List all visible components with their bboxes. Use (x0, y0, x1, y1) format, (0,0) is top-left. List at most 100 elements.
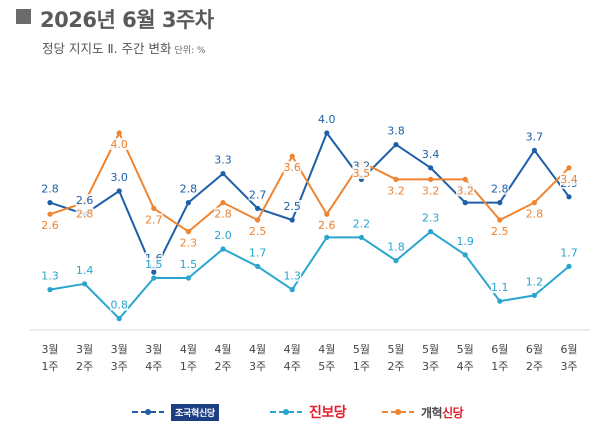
data-point (462, 252, 468, 258)
data-label: 2.0 (214, 229, 232, 242)
x-tick-month: 5월 (422, 343, 439, 356)
data-point (255, 205, 261, 211)
legend-label-gae: 개혁신당 (421, 404, 464, 421)
data-point (324, 211, 330, 217)
x-tick-week: 3주 (111, 360, 128, 373)
x-tick-week: 1주 (180, 360, 197, 373)
data-point (531, 147, 538, 153)
data-label: 1.5 (145, 258, 163, 271)
data-point (116, 188, 122, 194)
data-label: 2.8 (491, 183, 509, 196)
legend-item-cho: 조국혁신당 (130, 400, 219, 424)
x-tick-week: 2주 (387, 360, 404, 373)
data-label: 3.7 (526, 130, 544, 143)
x-tick-month: 6월 (491, 343, 508, 356)
data-point (358, 234, 364, 240)
data-label-bg (41, 269, 59, 282)
data-label-bg (110, 298, 129, 311)
data-label: 2.8 (214, 208, 232, 221)
x-tick-month: 6월 (560, 343, 577, 356)
x-tick-month: 3월 (76, 343, 93, 356)
x-tick-week: 4주 (145, 360, 162, 373)
data-label-bg (179, 236, 198, 249)
data-label-bg (179, 258, 198, 270)
data-label: 2.5 (283, 200, 301, 213)
legend-item-gae: 개혁신당 (380, 400, 464, 424)
data-label: 1.7 (249, 246, 267, 259)
data-point (566, 165, 572, 171)
series-line (49, 230, 570, 320)
data-label-bg (387, 184, 405, 197)
x-tick-month: 4월 (284, 343, 301, 356)
data-label: 3.2 (456, 184, 474, 197)
data-point (151, 275, 157, 281)
data-point (185, 275, 191, 281)
legend-line-cho (132, 409, 164, 415)
data-label: 1.8 (387, 241, 405, 254)
data-label: 3.5 (353, 167, 371, 180)
x-tick-week: 5주 (318, 360, 335, 373)
data-label-bg (387, 240, 405, 253)
data-label-bg (75, 263, 94, 276)
data-label-bg (421, 211, 440, 224)
data-point (462, 176, 468, 182)
data-label: 1.5 (180, 258, 198, 271)
data-label-bg (490, 182, 509, 195)
data-point (566, 263, 572, 269)
data-label: 2.5 (491, 225, 509, 238)
x-tick-week: 3주 (249, 360, 266, 373)
data-label: 2.7 (249, 188, 267, 201)
data-label: 3.6 (283, 161, 301, 174)
data-label: 1.3 (41, 270, 59, 283)
data-label: 3.8 (387, 125, 405, 138)
data-label-bg (248, 246, 267, 259)
x-tick-month: 4월 (249, 343, 266, 356)
data-label-bg (179, 182, 198, 195)
data-label-bg (560, 246, 578, 259)
data-label: 2.5 (249, 225, 267, 238)
line-chart: 3월 1주 3월 2주 3월 3주 3월 4주 4월 1주 4월 2주 4월 3주 4월 4주 4월 5주 5월 1주… (30, 113, 590, 373)
data-label: 2.8 (180, 183, 198, 196)
data-label: 2.3 (180, 237, 198, 250)
x-tick-month: 5월 (387, 343, 404, 356)
legend-line-gae (382, 409, 414, 415)
data-point (82, 281, 88, 287)
data-label-bg (421, 184, 440, 197)
data-label: 2.8 (526, 208, 544, 221)
data-label: 3.4 (422, 148, 440, 161)
x-tick-month: 5월 (457, 343, 474, 356)
data-label-bg (75, 194, 94, 207)
data-label: 1.3 (283, 270, 301, 283)
data-label: 3.2 (387, 184, 405, 197)
x-tick-month: 4월 (318, 343, 335, 356)
page-subtitle: 정당 지지도 Ⅱ. 주간 변화 단위: % (42, 38, 206, 57)
data-label: 1.7 (560, 246, 578, 259)
x-tick-month: 3월 (41, 343, 58, 356)
data-label: 4.0 (110, 138, 128, 151)
data-label-bg (283, 161, 302, 174)
data-label-bg (525, 207, 544, 220)
x-tick-week: 1주 (491, 360, 508, 373)
data-label: 1.2 (526, 275, 544, 288)
data-label-bg (144, 213, 163, 226)
data-point (497, 200, 503, 206)
data-point (151, 205, 157, 211)
x-tick-week: 1주 (41, 360, 58, 373)
data-label-bg (41, 182, 59, 195)
data-label: 2.6 (41, 219, 59, 232)
data-label-bg (283, 200, 302, 212)
data-label: 2.8 (41, 183, 59, 196)
x-tick-week: 4주 (284, 360, 301, 373)
data-label: 1.4 (76, 264, 94, 277)
data-label-bg (421, 147, 440, 160)
legend-label-gae-part1: 개혁 (421, 405, 443, 420)
data-label: 4.0 (318, 113, 336, 126)
series-line (49, 132, 570, 274)
data-point (151, 269, 157, 275)
page-title: 2026년 6월 3주차 (40, 8, 214, 32)
data-label-bg (283, 269, 302, 282)
data-label-bg (456, 184, 475, 197)
legend-item-jin: 진보당 (268, 400, 347, 424)
data-point (497, 298, 503, 304)
x-tick-month: 4월 (214, 343, 231, 356)
